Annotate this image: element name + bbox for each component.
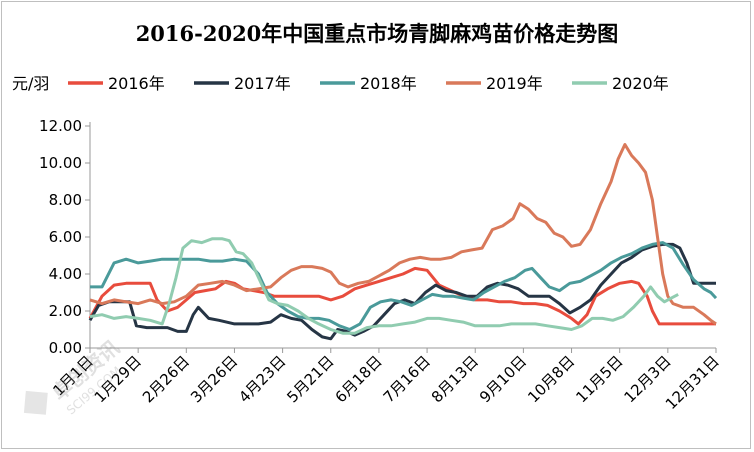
legend-label: 2017年 — [234, 74, 291, 93]
legend-label: 2019年 — [486, 74, 543, 93]
series-line-2020年 — [89, 237, 679, 335]
x-tick-label: 1月29日 — [91, 352, 145, 406]
legend-label: 2016年 — [108, 74, 165, 93]
legend: 2016年 2017年 2018年 2019年 2020年 — [68, 74, 669, 93]
x-tick-label: 2月26日 — [139, 352, 193, 406]
series-group — [88, 143, 718, 341]
series-line-2018年 — [90, 241, 718, 331]
x-tick-label: 10月8日 — [524, 352, 578, 406]
y-axis: 0.00 2.00 4.00 6.00 8.00 10.00 12.00 — [39, 117, 91, 357]
x-axis: 1月1日1月29日2月26日3月26日4月23日5月21日6月18日7月16日8… — [49, 347, 723, 413]
y-tick-label: 8.00 — [49, 191, 82, 209]
y-tick-label: 6.00 — [49, 228, 82, 246]
series-line-2019年 — [89, 143, 717, 326]
x-tick-label: 6月18日 — [332, 352, 386, 406]
x-tick-label: 8月13日 — [428, 352, 482, 406]
chart-title: 2016-2020年中国重点市场青脚麻鸡苗价格走势图 — [135, 21, 619, 46]
x-tick-label: 11月5日 — [572, 352, 626, 406]
legend-label: 2018年 — [360, 74, 417, 93]
series-line-2017年 — [88, 242, 716, 341]
x-tick-label: 5月21日 — [283, 352, 337, 406]
legend-label: 2020年 — [612, 74, 669, 93]
x-tick-label: 7月16日 — [380, 352, 434, 406]
y-axis-unit-label: 元/羽 — [12, 74, 50, 93]
y-tick-label: 0.00 — [49, 339, 82, 357]
y-tick-label: 12.00 — [39, 117, 82, 135]
x-tick-label: 1月1日 — [49, 352, 96, 399]
x-tick-label: 9月10日 — [476, 352, 530, 406]
y-tick-label: 4.00 — [49, 265, 82, 283]
y-tick-label: 2.00 — [49, 302, 82, 320]
series-line-2016年 — [88, 266, 716, 326]
x-tick-label: 3月26日 — [187, 352, 241, 406]
x-tick-label: 4月23日 — [235, 352, 289, 406]
y-tick-label: 10.00 — [39, 154, 82, 172]
